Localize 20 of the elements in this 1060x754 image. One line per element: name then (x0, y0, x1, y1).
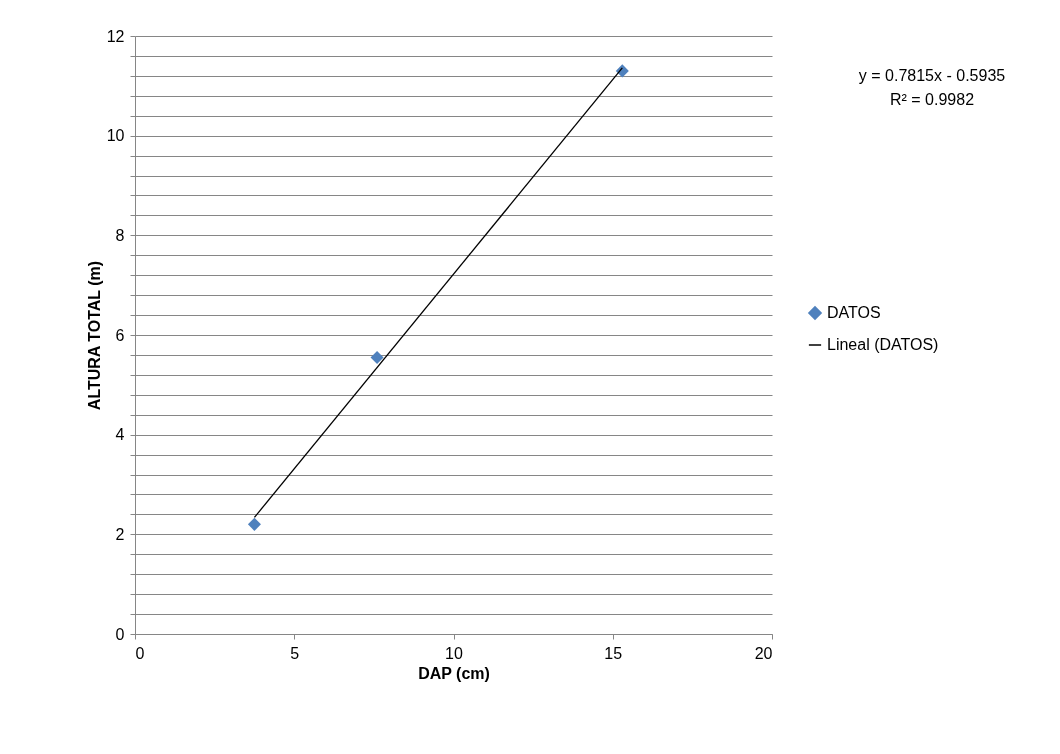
y-tick-label: 6 (115, 326, 125, 344)
y-tick-label: 2 (115, 525, 125, 543)
x-tick-label: 5 (290, 644, 300, 662)
x-tick-label: 0 (135, 644, 145, 662)
y-tick-label: 12 (106, 27, 125, 45)
x-tick-label: 20 (754, 644, 773, 662)
point (247, 517, 261, 531)
point (370, 350, 384, 364)
y-tick-label: 4 (115, 426, 125, 444)
y-tick-label: 8 (115, 226, 125, 244)
x-tick-label: 15 (604, 644, 623, 662)
text: y = 0.7815x - 0.5935 (858, 67, 1006, 84)
y-axis-title: ALTURA TOTAL (m) (85, 260, 103, 411)
legend-label: Lineal (DATOS) (827, 336, 939, 353)
text: R² = 0.9982 (889, 91, 975, 108)
y-tick-label: 10 (106, 127, 125, 145)
x-axis-title: DAP (cm) (418, 664, 490, 682)
y-tick-label: 0 (115, 625, 125, 643)
legend-label: DATOS (827, 304, 881, 321)
x-tick-label: 10 (445, 644, 463, 662)
